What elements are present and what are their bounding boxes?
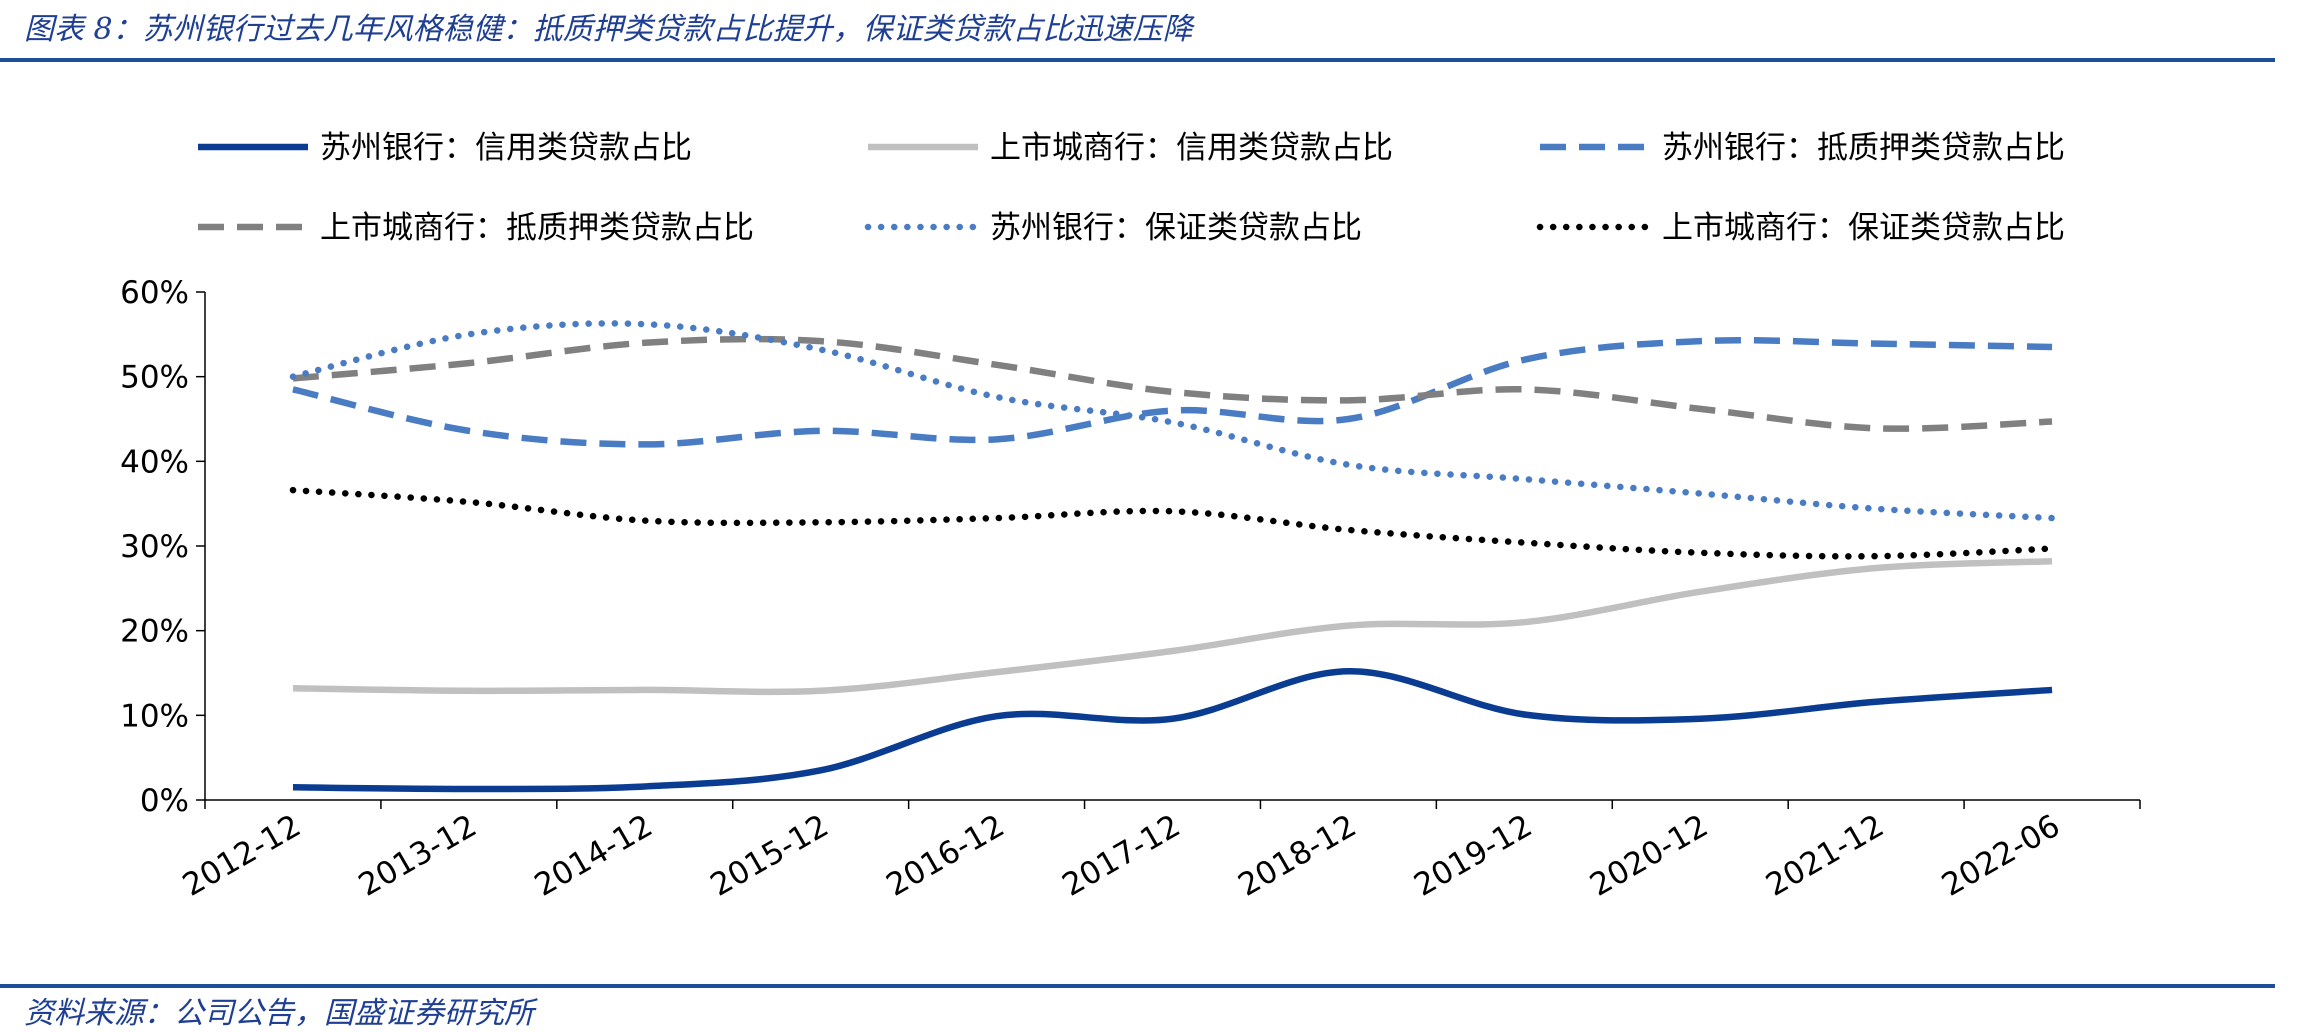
y-tick-label: 30% bbox=[120, 529, 189, 565]
series-line-4 bbox=[289, 320, 2056, 522]
x-tick-label: 2016-12 bbox=[880, 808, 1010, 904]
legend-label-2: 苏州银行：抵质押类贷款占比 bbox=[1662, 130, 2065, 166]
x-tick-label: 2017-12 bbox=[1056, 808, 1186, 904]
legend-label-4: 苏州银行：保证类贷款占比 bbox=[990, 210, 1362, 246]
x-tick-label: 2021-12 bbox=[1760, 808, 1890, 904]
series-line-0 bbox=[292, 668, 2053, 793]
source-rule bbox=[0, 984, 2275, 988]
x-tick-label: 2015-12 bbox=[705, 808, 835, 904]
y-tick-label: 50% bbox=[120, 360, 189, 396]
y-tick-label: 20% bbox=[120, 614, 189, 650]
series-line-3 bbox=[292, 335, 2053, 432]
line-chart: 苏州银行：信用类贷款占比 上市城商行：信用类贷款占比 苏州银行：抵质押类贷款占比上市… bbox=[120, 130, 2141, 904]
x-tick-label: 2019-12 bbox=[1408, 808, 1538, 904]
x-tick-label: 2013-12 bbox=[353, 808, 483, 904]
x-tick-label: 2014-12 bbox=[529, 808, 659, 904]
x-tick-label: 2018-12 bbox=[1232, 808, 1362, 904]
series-line-5 bbox=[289, 486, 2056, 560]
title-rule bbox=[0, 58, 2275, 62]
legend-label-3: 上市城商行：抵质押类贷款占比 bbox=[320, 210, 754, 246]
x-tick-label: 2020-12 bbox=[1584, 808, 1714, 904]
legend-label-5: 上市城商行：保证类贷款占比 bbox=[1662, 210, 2065, 246]
y-tick-label: 0% bbox=[140, 783, 189, 819]
figure-title: 图表 8：苏州银行过去几年风格稳健：抵质押类贷款占比提升，保证类贷款占比迅速压降 bbox=[24, 12, 1193, 47]
series-line-2 bbox=[292, 336, 2053, 448]
y-tick-label: 40% bbox=[120, 444, 189, 480]
legend-label-0: 苏州银行：信用类贷款占比 bbox=[320, 130, 692, 166]
chart-legend: 苏州银行：信用类贷款占比 上市城商行：信用类贷款占比 苏州银行：抵质押类贷款占比上市… bbox=[198, 130, 2065, 246]
series-line-1 bbox=[292, 557, 2053, 696]
y-tick-label: 60% bbox=[120, 275, 189, 311]
legend-label-1: 上市城商行：信用类贷款占比 bbox=[990, 130, 1393, 166]
x-tick-label: 2022-06 bbox=[1936, 808, 2066, 904]
figure-source: 资料来源：公司公告，国盛证券研究所 bbox=[24, 996, 534, 1031]
x-tick-label: 2012-12 bbox=[177, 808, 307, 904]
chart-series bbox=[289, 320, 2056, 793]
y-tick-label: 10% bbox=[120, 698, 189, 734]
